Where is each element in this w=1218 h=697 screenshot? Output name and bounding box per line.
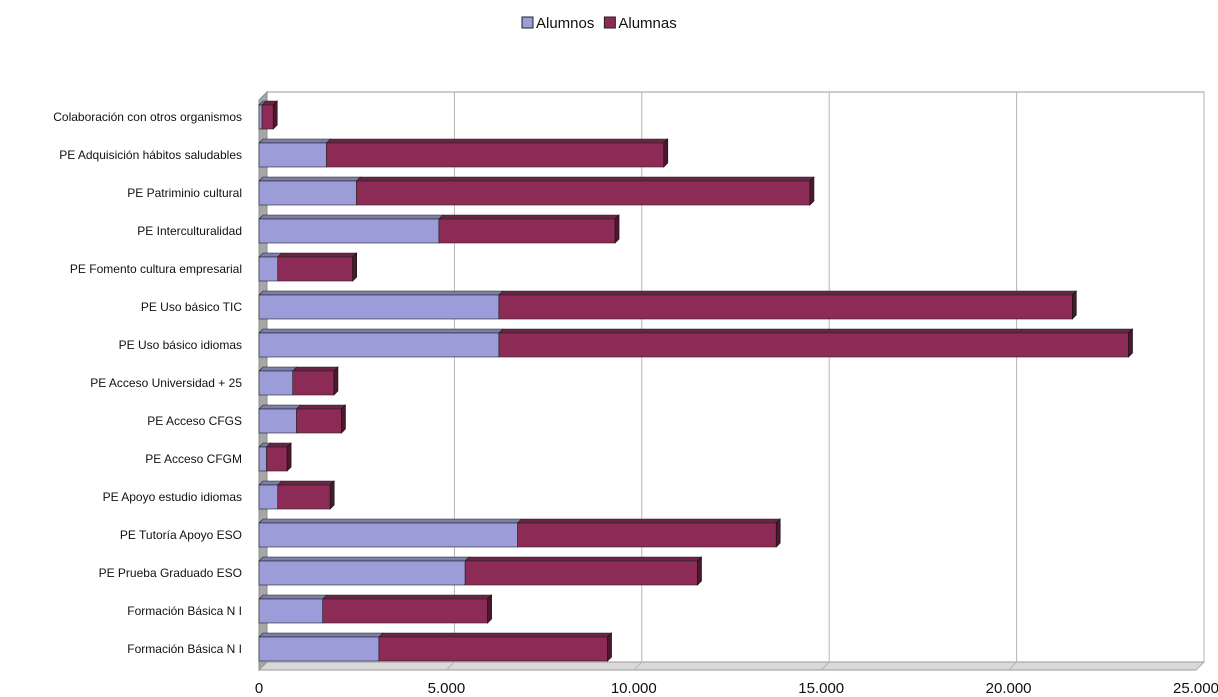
floor: [257, 661, 1206, 671]
bar-alumnos-5: [258, 290, 504, 320]
bar-alumnos-1: [258, 138, 332, 168]
x-tick-labels: 0 5.000 10.000 15.000 20.000 25.000: [255, 680, 1218, 697]
x-tick-label: 15.000: [798, 680, 844, 697]
bar-alumnas-2: [355, 176, 815, 206]
bar-alumnas-7: [292, 366, 339, 396]
bar-end-cap: [286, 442, 292, 472]
bar-alumnos-13: [258, 594, 328, 624]
bar-end-cap: [663, 138, 669, 168]
bar-alumnas-13: [321, 594, 493, 624]
gridline-floor: [1008, 661, 1017, 671]
bar-alumnos-3: [258, 214, 444, 244]
bar-end-cap: [272, 100, 278, 130]
bar-alumnas-14: [378, 632, 613, 662]
bar-end-cap: [775, 518, 781, 548]
category-label: PE Acceso Universidad + 25: [90, 376, 242, 390]
category-label: PE Acceso CFGS: [147, 414, 242, 428]
category-label: PE Patriminio cultural: [127, 186, 242, 200]
gridline-floor: [1195, 661, 1205, 671]
gridline-floor: [820, 661, 830, 671]
category-label: PE Interculturalidad: [137, 224, 242, 238]
bar-end-cap: [614, 214, 620, 244]
bar-alumnas-6: [498, 328, 1134, 358]
bar-alumnos-11: [258, 518, 523, 548]
gridline-floor: [446, 661, 455, 671]
category-label: PE Uso básico idiomas: [119, 338, 242, 352]
bar-end-cap: [341, 404, 346, 434]
category-label: PE Prueba Graduado ESO: [99, 566, 242, 580]
bar-alumnas-1: [325, 138, 669, 168]
bar-alumnas-10: [277, 480, 335, 510]
category-labels: Colaboración con otros organismos PE Adqu…: [53, 110, 242, 656]
bar-end-cap: [1128, 328, 1133, 358]
legend-label-alumnos: Alumnos: [536, 15, 594, 32]
category-label: PE Acceso CFGM: [145, 452, 242, 466]
bar-alumnas-11: [516, 518, 781, 548]
bar-end-cap: [487, 594, 492, 624]
category-label: PE Tutoría Apoyo ESO: [120, 528, 242, 542]
category-label: PE Fomento cultura empresarial: [70, 262, 242, 276]
legend-swatch-alumnos: [521, 16, 534, 29]
bar-alumnos-6: [258, 328, 504, 358]
legend: Alumnos Alumnas: [521, 15, 677, 32]
category-label: Formación Básica N I: [127, 604, 242, 618]
bar-end-cap: [607, 632, 612, 662]
legend-label-alumnas: Alumnas: [618, 15, 676, 32]
bar-end-cap: [352, 252, 358, 282]
legend-swatch-alumnas: [603, 16, 616, 29]
bar-alumnas-5: [498, 290, 1078, 320]
bars: [258, 100, 1134, 662]
bar-alumnos-2: [258, 176, 362, 206]
bar-alumnas-12: [464, 556, 703, 586]
bar-alumnos-7: [258, 366, 298, 396]
category-label: PE Uso básico TIC: [141, 300, 242, 314]
bar-alumnas-8: [295, 404, 347, 434]
bar-end-cap: [1072, 290, 1077, 320]
bar-end-cap: [697, 556, 702, 586]
bar-alumnos-8: [258, 404, 302, 434]
bar-end-cap: [809, 176, 815, 206]
x-tick-label: 20.000: [986, 680, 1032, 697]
category-label: Colaboración con otros organismos: [53, 110, 242, 124]
x-tick-label: 25.000: [1173, 680, 1218, 697]
bar-alumnos-14: [258, 632, 384, 662]
category-label: Formación Básica N I: [127, 642, 242, 656]
bar-end-cap: [329, 480, 335, 510]
bar-alumnas-3: [438, 214, 620, 244]
gridline-floor: [633, 661, 643, 671]
bar-end-cap: [333, 366, 339, 396]
category-label: PE Adquisición hábitos saludables: [59, 148, 242, 162]
bar-alumnos-12: [258, 556, 470, 586]
x-tick-label: 10.000: [611, 680, 657, 697]
x-tick-label: 5.000: [428, 680, 466, 697]
x-tick-label: 0: [255, 680, 263, 697]
category-label: PE Apoyo estudio idiomas: [103, 490, 242, 504]
bar-alumnas-4: [277, 252, 358, 282]
